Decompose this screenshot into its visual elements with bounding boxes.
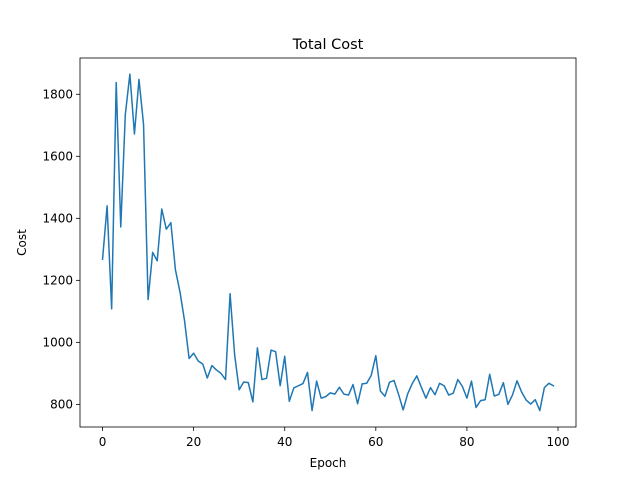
x-tick-label: 0 (99, 435, 107, 449)
y-tick-label: 1200 (42, 274, 73, 288)
plot-frame (79, 57, 577, 428)
y-axis-ticks: 800 1000 1200 1400 1600 1800 (42, 88, 80, 412)
x-tick-label: 40 (277, 435, 292, 449)
y-axis-label: Cost (15, 229, 29, 256)
x-tick-label: 80 (459, 435, 474, 449)
series-line (101, 73, 555, 412)
x-tick-label: 20 (186, 435, 201, 449)
y-tick-label: 1600 (42, 150, 73, 164)
y-tick-label: 800 (50, 398, 73, 412)
chart-title: Total Cost (292, 37, 364, 53)
y-tick-label: 1000 (42, 336, 73, 350)
x-axis-ticks: 0 20 40 60 80 100 (99, 427, 570, 449)
x-tick-label: 60 (368, 435, 383, 449)
x-axis-label: Epoch (310, 456, 347, 470)
x-tick-label: 100 (547, 435, 570, 449)
y-tick-label: 1800 (42, 88, 73, 102)
y-tick-label: 1400 (42, 212, 73, 226)
plot-area (80, 58, 576, 427)
